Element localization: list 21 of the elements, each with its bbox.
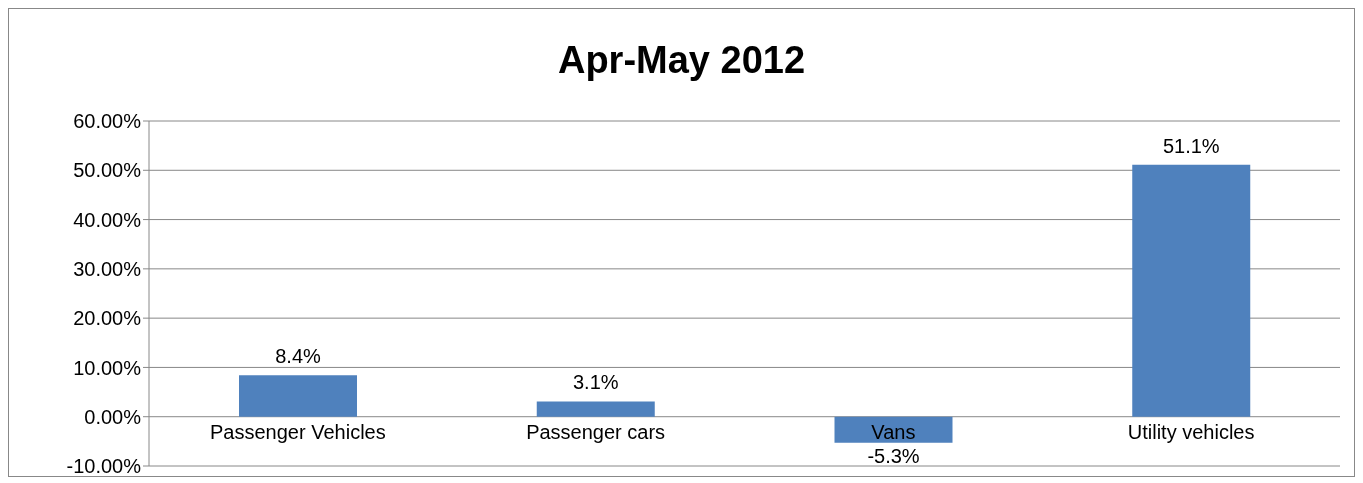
y-tick-label: 10.00%: [73, 356, 142, 379]
data-label: 3.1%: [572, 371, 619, 394]
y-tick-label: 60.00%: [73, 110, 142, 133]
y-tick-label: 50.00%: [73, 159, 142, 182]
bar: [239, 375, 357, 417]
x-tick-label: Vans: [871, 420, 916, 443]
bar: [536, 401, 655, 417]
y-tick-label: 0.00%: [84, 405, 142, 428]
y-tick-label: 30.00%: [73, 257, 142, 280]
chart-title: Apr-May 2012: [556, 39, 807, 82]
x-tick-label: Utility vehicles: [1127, 420, 1255, 443]
x-tick-label: Passenger cars: [526, 420, 666, 443]
y-tick-label: 20.00%: [73, 307, 142, 330]
data-label: 8.4%: [275, 345, 322, 368]
y-tick-label: 40.00%: [73, 208, 142, 231]
data-label: 51.1%: [1162, 134, 1220, 157]
data-label: -5.3%: [867, 444, 920, 467]
bar: [834, 416, 953, 443]
x-tick-label: Passenger Vehicles: [210, 420, 386, 443]
y-tick-label: -10.00%: [66, 455, 142, 478]
bar: [1132, 164, 1251, 417]
